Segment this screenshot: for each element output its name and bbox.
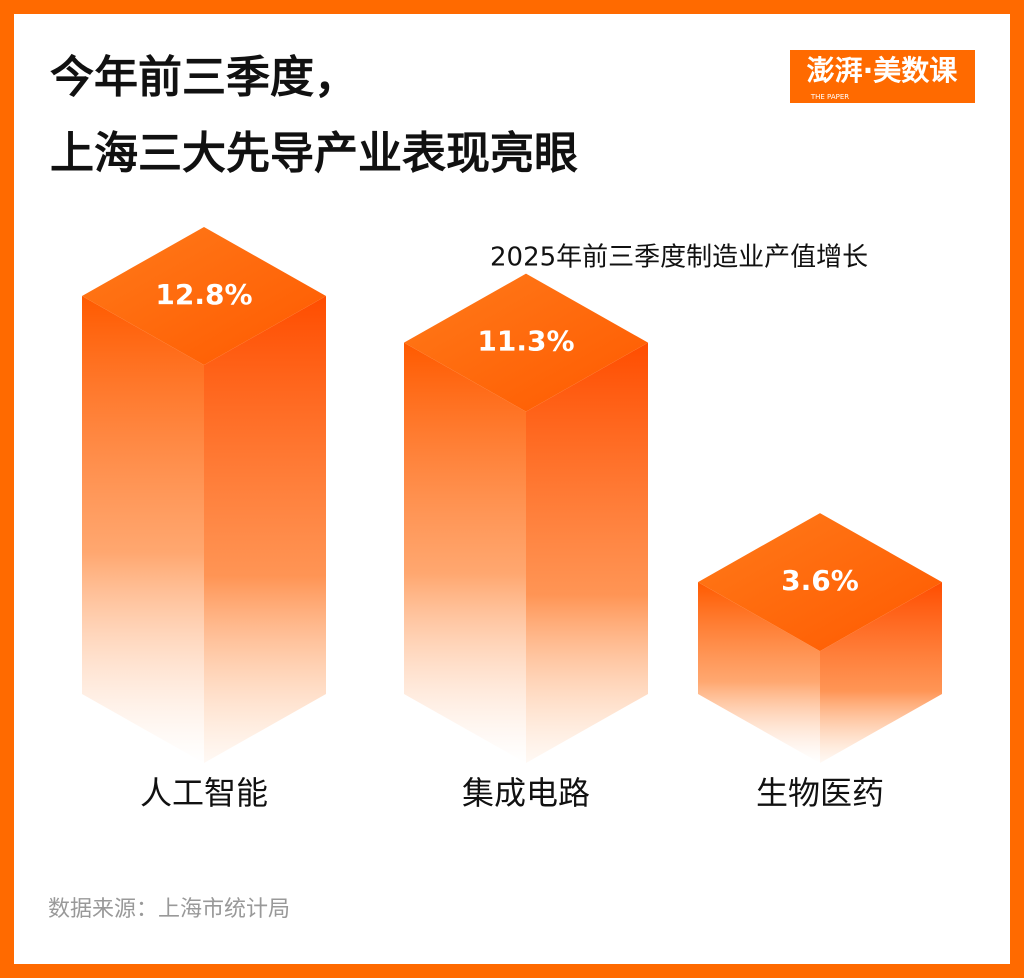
logo-text: 澎湃·美数课 (807, 54, 959, 87)
bar-right-face (204, 296, 326, 763)
source: 数据来源：上海市统计局 (48, 897, 290, 922)
chart-title: 今年前三季度， (50, 52, 358, 103)
x-tick-label: 生物医药 (756, 774, 884, 812)
chart-title: 上海三大先导产业表现亮眼 (50, 128, 578, 179)
logo-box (790, 50, 975, 103)
bar-top-face (404, 273, 648, 412)
bar-left-face (82, 296, 204, 763)
bar-right-face (820, 582, 942, 763)
bar-right-face (526, 342, 648, 763)
bar-left-face (404, 342, 526, 763)
chart-subtitle: 2025年前三季度制造业产值增长 (490, 243, 868, 273)
x-tick-label: 集成电路 (462, 774, 590, 812)
x-tick-label: 人工智能 (140, 774, 268, 812)
value-label: 3.6% (781, 564, 859, 597)
value-label: 12.8% (155, 278, 252, 311)
bar-left-face (698, 582, 820, 763)
value-label: 11.3% (477, 325, 574, 358)
bar-top-face (82, 227, 326, 365)
logo-subtitle: THE PAPER (810, 93, 849, 101)
bar-top-face (698, 513, 942, 652)
